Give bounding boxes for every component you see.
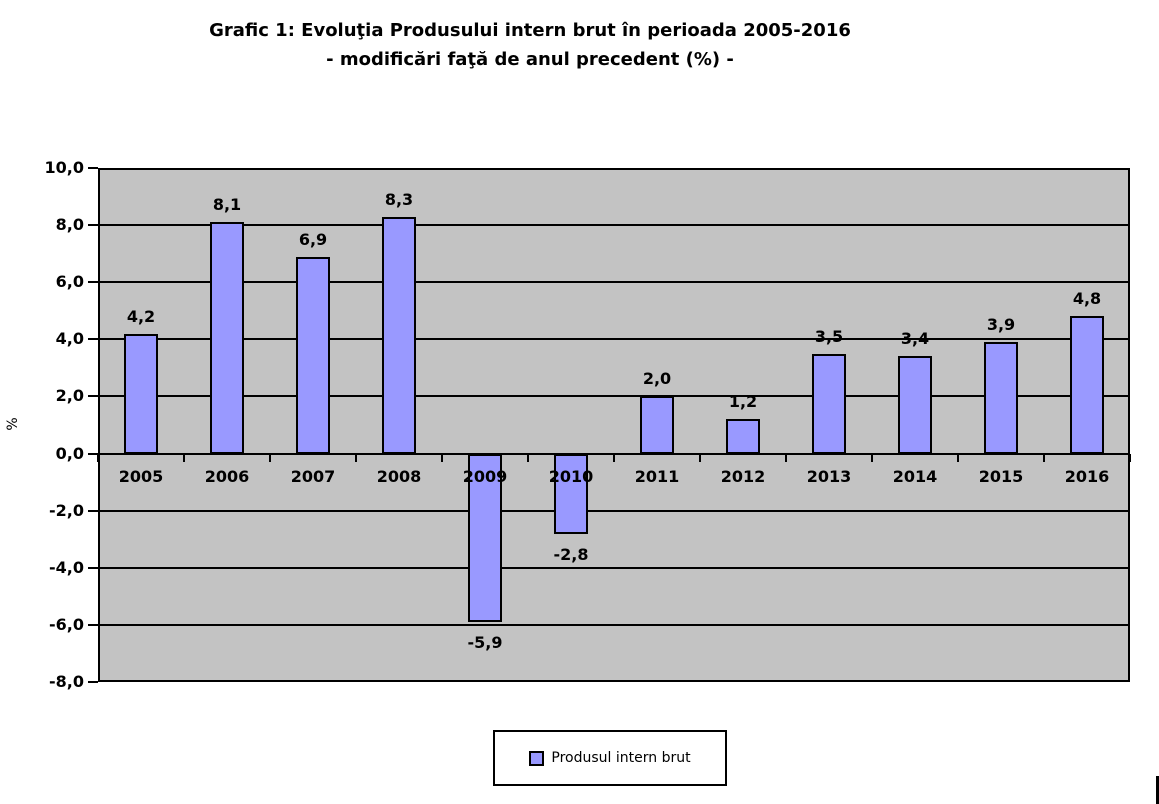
value-label-2005: 4,2 (126, 306, 156, 326)
bar-2006 (210, 222, 244, 454)
y-axis-tick-label: 2,0 (55, 386, 84, 406)
category-label-2009: 2009 (462, 466, 508, 486)
bar-2016 (1070, 316, 1104, 454)
legend: Produsul intern brut (493, 730, 727, 786)
bar-2012 (726, 419, 760, 454)
gridline (98, 338, 1130, 341)
category-label-2014: 2014 (892, 466, 938, 486)
value-label-2009: -5,9 (467, 633, 503, 653)
category-label-2007: 2007 (290, 466, 336, 486)
x-axis-tick (183, 453, 185, 462)
y-axis-tick-label: -6,0 (49, 614, 84, 634)
x-axis-tick (441, 453, 443, 462)
plot-area (98, 168, 1130, 682)
bar-2005 (124, 333, 158, 454)
y-axis-tick (88, 623, 98, 626)
gridline (98, 623, 1130, 626)
value-label-2015: 3,9 (986, 315, 1016, 335)
y-axis-tick-label: 4,0 (55, 329, 84, 349)
bar-2009 (468, 453, 502, 623)
value-label-2013: 3,5 (814, 326, 844, 346)
gridline (98, 395, 1130, 398)
y-axis-tick (88, 224, 98, 227)
gridline (98, 509, 1130, 512)
x-axis-tick (527, 453, 529, 462)
y-axis-tick-label: -2,0 (49, 500, 84, 520)
category-label-2005: 2005 (118, 466, 164, 486)
page-edge-artifact (1156, 776, 1159, 804)
category-label-2013: 2013 (806, 466, 852, 486)
chart-title: Grafic 1: Evoluţia Produsului intern bru… (0, 16, 1060, 74)
y-axis-tick (88, 452, 98, 455)
legend-swatch-icon (529, 750, 545, 766)
value-label-2007: 6,9 (298, 229, 328, 249)
gridline (98, 281, 1130, 284)
category-label-2012: 2012 (720, 466, 766, 486)
chart-title-line1: Grafic 1: Evoluţia Produsului intern bru… (209, 20, 851, 41)
y-axis-tick-label: 6,0 (55, 272, 84, 292)
y-axis-tick (88, 395, 98, 398)
chart-title-line2: - modificări faţă de anul precedent (%) … (326, 49, 734, 70)
y-axis-tick-label: 8,0 (55, 215, 84, 235)
y-axis-tick (88, 566, 98, 569)
y-axis-tick (88, 281, 98, 284)
x-axis-tick (355, 453, 357, 462)
y-axis-tick (88, 509, 98, 512)
value-label-2014: 3,4 (900, 329, 930, 349)
bar-2007 (296, 256, 330, 454)
gridline (98, 224, 1130, 227)
value-label-2012: 1,2 (728, 392, 758, 412)
x-axis-tick (97, 453, 99, 462)
y-axis-tick-label: 10,0 (44, 158, 84, 177)
category-label-2008: 2008 (376, 466, 422, 486)
value-label-2016: 4,8 (1072, 289, 1102, 309)
gridline (98, 566, 1130, 569)
y-axis-tick (88, 681, 98, 683)
value-label-2011: 2,0 (642, 369, 672, 389)
bar-2013 (812, 353, 846, 454)
category-label-2016: 2016 (1064, 466, 1110, 486)
bar-2014 (898, 356, 932, 454)
y-axis-tick (88, 167, 98, 169)
bar-2015 (984, 342, 1018, 454)
value-label-2008: 8,3 (384, 189, 414, 209)
legend-label: Produsul intern brut (551, 750, 691, 766)
category-label-2011: 2011 (634, 466, 680, 486)
y-axis-tick (88, 338, 98, 341)
y-axis-tick-label: -4,0 (49, 557, 84, 577)
x-axis-tick (699, 453, 701, 462)
category-label-2006: 2006 (204, 466, 250, 486)
y-axis-tick-label: 0,0 (55, 443, 84, 463)
x-axis-tick (1043, 453, 1045, 462)
bar-2010 (554, 453, 588, 534)
value-label-2006: 8,1 (212, 195, 242, 215)
category-label-2010: 2010 (548, 466, 594, 486)
x-axis-tick (785, 453, 787, 462)
y-axis-tick-label: -8,0 (49, 672, 84, 691)
value-label-2010: -2,8 (553, 544, 589, 564)
x-axis-tick (269, 453, 271, 462)
x-axis-tick (613, 453, 615, 462)
category-label-2015: 2015 (978, 466, 1024, 486)
x-axis-tick (1129, 453, 1131, 462)
bar-2008 (382, 216, 416, 454)
bar-2011 (640, 396, 674, 454)
x-axis-tick (957, 453, 959, 462)
x-axis-tick (871, 453, 873, 462)
